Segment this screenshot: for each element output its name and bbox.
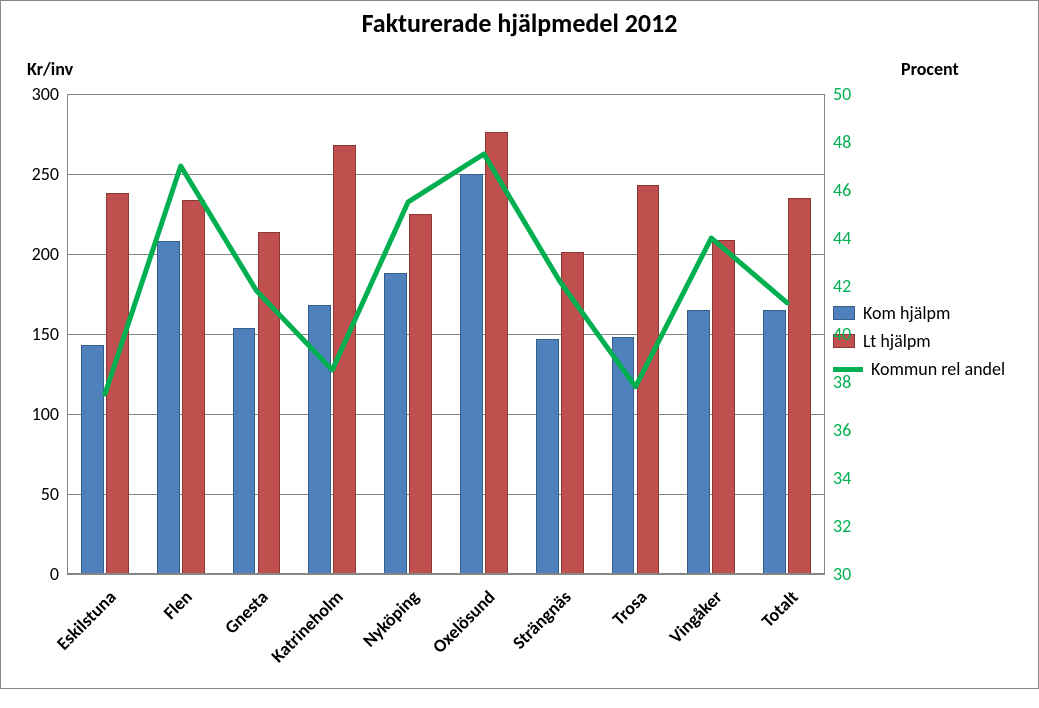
y-right-tick-label: 36 [833,419,851,441]
bar-lt [788,198,811,574]
line-kommun-andel [105,154,787,394]
y-right-tick-label: 42 [833,275,851,297]
gridline [67,174,825,175]
y-left-tick-label: 150 [17,323,59,345]
y-left-tick-label: 300 [17,83,59,105]
bar-lt [485,132,508,574]
bar-kom [687,310,710,574]
y-left-tick-label: 200 [17,243,59,265]
bar-kom [612,337,635,574]
chart-container: Fakturerade hjälpmedel 2012 Kr/inv Proce… [0,0,1039,689]
legend-label: Kom hjälpm [863,302,950,324]
y-axis-left-label: Kr/inv [27,58,73,80]
legend-item: Kom hjälpm [833,302,1033,324]
gridline [67,334,825,335]
legend: Kom hjälpm Lt hjälpm Kommun rel andel [833,296,1033,386]
gridline [67,414,825,415]
gridline [67,94,825,95]
gridline [67,494,825,495]
y-right-tick-label: 32 [833,515,851,537]
y-left-tick-label: 250 [17,163,59,185]
y-left-tick-label: 50 [17,483,59,505]
y-left-tick-label: 100 [17,403,59,425]
bar-lt [409,214,432,574]
y-right-tick-label: 40 [833,323,851,345]
plot-area [67,94,825,574]
y-right-tick-label: 44 [833,227,851,249]
bar-kom [233,328,256,574]
bar-kom [384,273,407,574]
y-right-tick-label: 34 [833,467,851,489]
bar-lt [182,200,205,574]
y-right-tick-label: 46 [833,179,851,201]
legend-label: Lt hjälpm [863,330,931,352]
bar-lt [106,193,129,574]
bar-kom [536,339,559,574]
y-right-tick-label: 38 [833,371,851,393]
bar-lt [637,185,660,574]
bar-lt [333,145,356,574]
chart-title: Fakturerade hjälpmedel 2012 [1,7,1038,39]
bar-kom [157,241,180,574]
y-right-tick-label: 30 [833,563,851,585]
bar-kom [308,305,331,574]
gridline [67,254,825,255]
y-right-tick-label: 50 [833,83,851,105]
bar-lt [258,232,281,574]
bar-lt [712,240,735,574]
legend-item: Lt hjälpm [833,330,1033,352]
legend-item: Kommun rel andel [833,358,1033,380]
bar-kom [81,345,104,574]
y-left-tick-label: 0 [17,563,59,585]
bar-kom [460,174,483,574]
legend-swatch [833,306,855,320]
y-right-tick-label: 48 [833,131,851,153]
legend-label: Kommun rel andel [871,358,1005,380]
gridline [67,574,825,575]
y-axis-right-label: Procent [901,58,959,80]
bar-lt [561,252,584,574]
bar-kom [763,310,786,574]
